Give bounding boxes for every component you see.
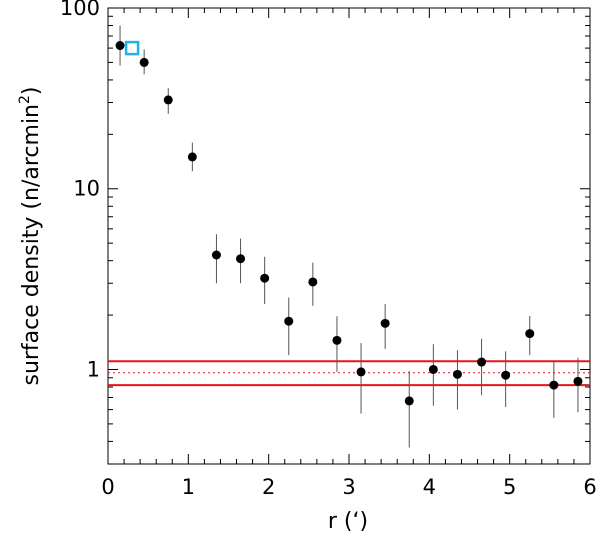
background-lines bbox=[108, 360, 590, 387]
x-axis-label: r (‘) bbox=[328, 509, 368, 534]
y-tick-label: 1 bbox=[87, 357, 100, 381]
x-tick-label: 5 bbox=[503, 475, 516, 499]
data-point bbox=[332, 335, 342, 345]
tick-labels: 0 1 2 3 4 5 6 1 10 100 bbox=[60, 0, 597, 499]
x-tick-label: 6 bbox=[583, 475, 596, 499]
y-tick-label: 10 bbox=[73, 177, 100, 201]
data-point bbox=[404, 396, 414, 406]
x-tick-label: 1 bbox=[182, 475, 195, 499]
y-axis-label-main: surface density (n/arcmin bbox=[19, 104, 44, 386]
data-point bbox=[187, 152, 197, 162]
y-tick-label: 100 bbox=[60, 0, 100, 20]
data-point bbox=[428, 364, 438, 374]
data-point bbox=[356, 367, 366, 377]
data-point bbox=[452, 369, 462, 379]
x-tick-label: 3 bbox=[342, 475, 355, 499]
highlight-marker bbox=[124, 40, 140, 56]
data-point bbox=[211, 250, 221, 260]
data-point bbox=[477, 357, 487, 367]
x-tick-label: 2 bbox=[262, 475, 275, 499]
y-axis-label-close: ) bbox=[19, 86, 44, 95]
axis-ticks bbox=[107, 7, 591, 465]
data-point bbox=[501, 370, 511, 380]
data-point bbox=[525, 329, 535, 339]
data-point bbox=[115, 41, 125, 51]
plot-frame bbox=[107, 7, 591, 465]
data-points bbox=[115, 40, 583, 406]
data-point bbox=[163, 95, 173, 105]
data-point bbox=[260, 273, 270, 283]
data-point bbox=[139, 57, 149, 67]
data-point bbox=[236, 254, 246, 264]
data-point bbox=[380, 318, 390, 328]
data-point bbox=[549, 380, 559, 390]
x-tick-label: 0 bbox=[101, 475, 114, 499]
data-point bbox=[284, 316, 294, 326]
x-tick-label: 4 bbox=[423, 475, 436, 499]
y-axis-label-sup: 2 bbox=[17, 95, 33, 104]
data-point bbox=[573, 376, 583, 386]
data-point bbox=[308, 277, 318, 287]
y-axis-label: surface density (n/arcmin2) bbox=[17, 86, 44, 385]
